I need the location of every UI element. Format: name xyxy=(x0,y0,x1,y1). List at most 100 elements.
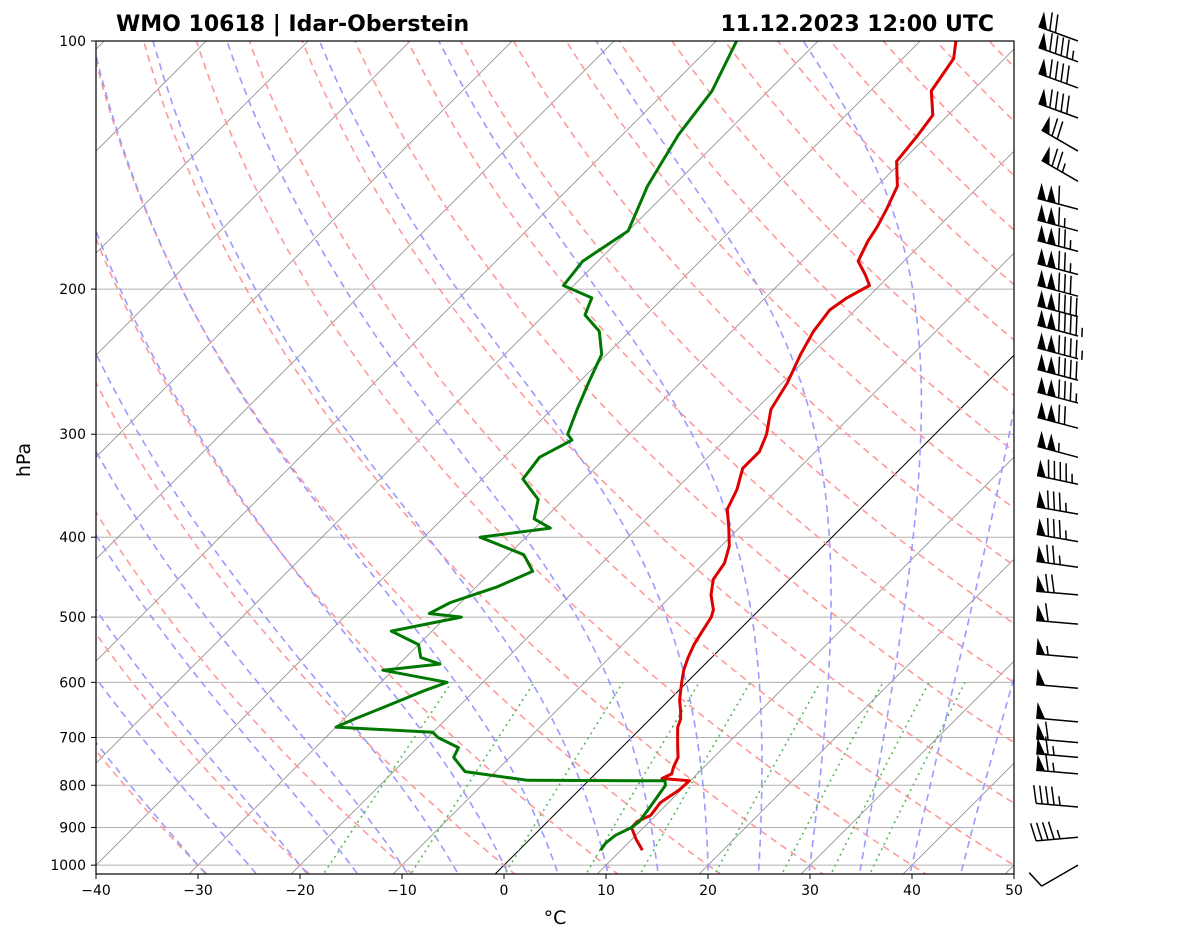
barb-flag xyxy=(1038,32,1047,51)
barb-full xyxy=(1057,272,1061,292)
dry-adiabat xyxy=(829,41,1014,231)
barb-full xyxy=(1054,61,1059,80)
x-tick-label: 30 xyxy=(801,883,819,899)
dry-adiabat xyxy=(96,632,311,874)
wind-barb xyxy=(1036,736,1079,759)
barb-full xyxy=(1052,519,1056,538)
barb-flag xyxy=(1036,737,1046,755)
barb-flag xyxy=(1036,637,1046,655)
wind-barb xyxy=(1033,784,1079,808)
y-tick-label: 300 xyxy=(59,427,86,443)
barb-full xyxy=(1049,59,1053,78)
barb-flag xyxy=(1036,754,1046,772)
y-tick-label: 400 xyxy=(59,530,86,546)
barb-shaft xyxy=(1036,560,1079,568)
wind-barb xyxy=(1041,146,1079,182)
x-tick-label: −40 xyxy=(81,883,111,899)
moist-adiabat xyxy=(96,741,207,874)
wind-barb xyxy=(1037,224,1079,253)
barb-half xyxy=(1052,762,1055,772)
zero-isotherm-line xyxy=(494,354,1014,874)
barb-half xyxy=(1071,50,1075,60)
barb-full xyxy=(1060,93,1065,112)
isotherm-line xyxy=(392,252,1014,874)
mixing-ratio-line xyxy=(868,681,966,874)
barb-full xyxy=(1052,491,1056,510)
isotherm-line xyxy=(96,41,819,764)
chart-title-station: WMO 10618 | Idar-Oberstein xyxy=(116,12,469,37)
barb-full xyxy=(1051,148,1059,167)
mixing-ratio-line xyxy=(781,681,884,874)
barb-full xyxy=(1054,35,1059,54)
barb-full xyxy=(1065,39,1070,58)
barb-flag xyxy=(1036,490,1046,509)
dry-adiabat xyxy=(96,510,414,874)
x-tick-label: 10 xyxy=(597,883,615,899)
wind-barb xyxy=(1036,517,1079,543)
moist-adiabat xyxy=(438,41,763,874)
barb-full xyxy=(1035,822,1043,841)
wind-barbs xyxy=(1028,11,1084,887)
barb-flag xyxy=(1047,292,1056,311)
dry-adiabat xyxy=(248,41,1014,867)
barb-full xyxy=(1057,185,1061,205)
barb-flag xyxy=(1047,379,1056,398)
x-tick-label: 20 xyxy=(699,883,717,899)
barb-full xyxy=(1063,358,1067,377)
barb-shaft xyxy=(1036,802,1079,808)
barb-full xyxy=(1063,336,1067,356)
dry-adiabat xyxy=(776,41,1014,286)
wind-barb xyxy=(1036,668,1079,689)
barb-flag xyxy=(1047,272,1056,291)
barb-full xyxy=(1075,317,1078,336)
barb-full xyxy=(1075,361,1078,380)
barb-full xyxy=(1065,65,1070,84)
barb-shaft xyxy=(1036,752,1079,759)
x-tick-label: −10 xyxy=(387,883,417,899)
barb-full xyxy=(1056,151,1064,170)
barb-full xyxy=(1054,14,1059,33)
barb-shaft xyxy=(1036,653,1079,659)
barb-full xyxy=(1063,381,1067,400)
dry-adiabat xyxy=(882,41,1014,177)
isotherm-line xyxy=(96,41,309,254)
x-axis-label: °C xyxy=(544,907,567,929)
barb-full xyxy=(1049,33,1053,52)
barb-flag xyxy=(1047,356,1056,375)
wind-barb xyxy=(1036,459,1079,485)
moist-adiabat xyxy=(909,404,1014,874)
y-tick-label: 1000 xyxy=(50,858,86,874)
wind-barb xyxy=(1036,752,1079,775)
barb-full xyxy=(1041,822,1049,841)
barb-full xyxy=(1047,821,1055,840)
barb-flag xyxy=(1047,227,1056,246)
barb-flag xyxy=(1038,88,1047,107)
y-tick-label: 500 xyxy=(59,610,86,626)
barb-full xyxy=(1046,517,1050,537)
barb-full xyxy=(1049,89,1053,108)
barb-full xyxy=(1057,379,1061,398)
barb-half xyxy=(1058,555,1061,565)
barb-full xyxy=(1057,404,1061,424)
wind-barb xyxy=(1037,332,1084,360)
moist-adiabat xyxy=(96,51,559,874)
wind-barb xyxy=(1028,864,1079,887)
dry-adiabat xyxy=(96,380,517,874)
isotherm-line xyxy=(1004,864,1014,874)
x-tick-label: −30 xyxy=(183,883,213,899)
moist-adiabat xyxy=(96,676,258,874)
dry-adiabat xyxy=(96,58,722,874)
barb-full xyxy=(1046,544,1050,564)
moist-adiabat xyxy=(96,228,510,874)
x-tick-label: 0 xyxy=(500,883,509,899)
wind-barb xyxy=(1037,401,1079,429)
dry-adiabat xyxy=(618,41,1014,453)
barb-full xyxy=(1069,338,1072,357)
barb-flag xyxy=(1037,430,1047,449)
axis-ticks: −40 −30 −20 −10 0 10 20 30 40 50 100 200 300 400 500 60… xyxy=(50,34,1023,899)
barb-full xyxy=(1065,95,1070,114)
barb-half xyxy=(1056,829,1061,840)
barb-flag xyxy=(1037,182,1047,201)
barb-flag xyxy=(1047,334,1056,353)
barb-shaft xyxy=(1037,368,1079,381)
